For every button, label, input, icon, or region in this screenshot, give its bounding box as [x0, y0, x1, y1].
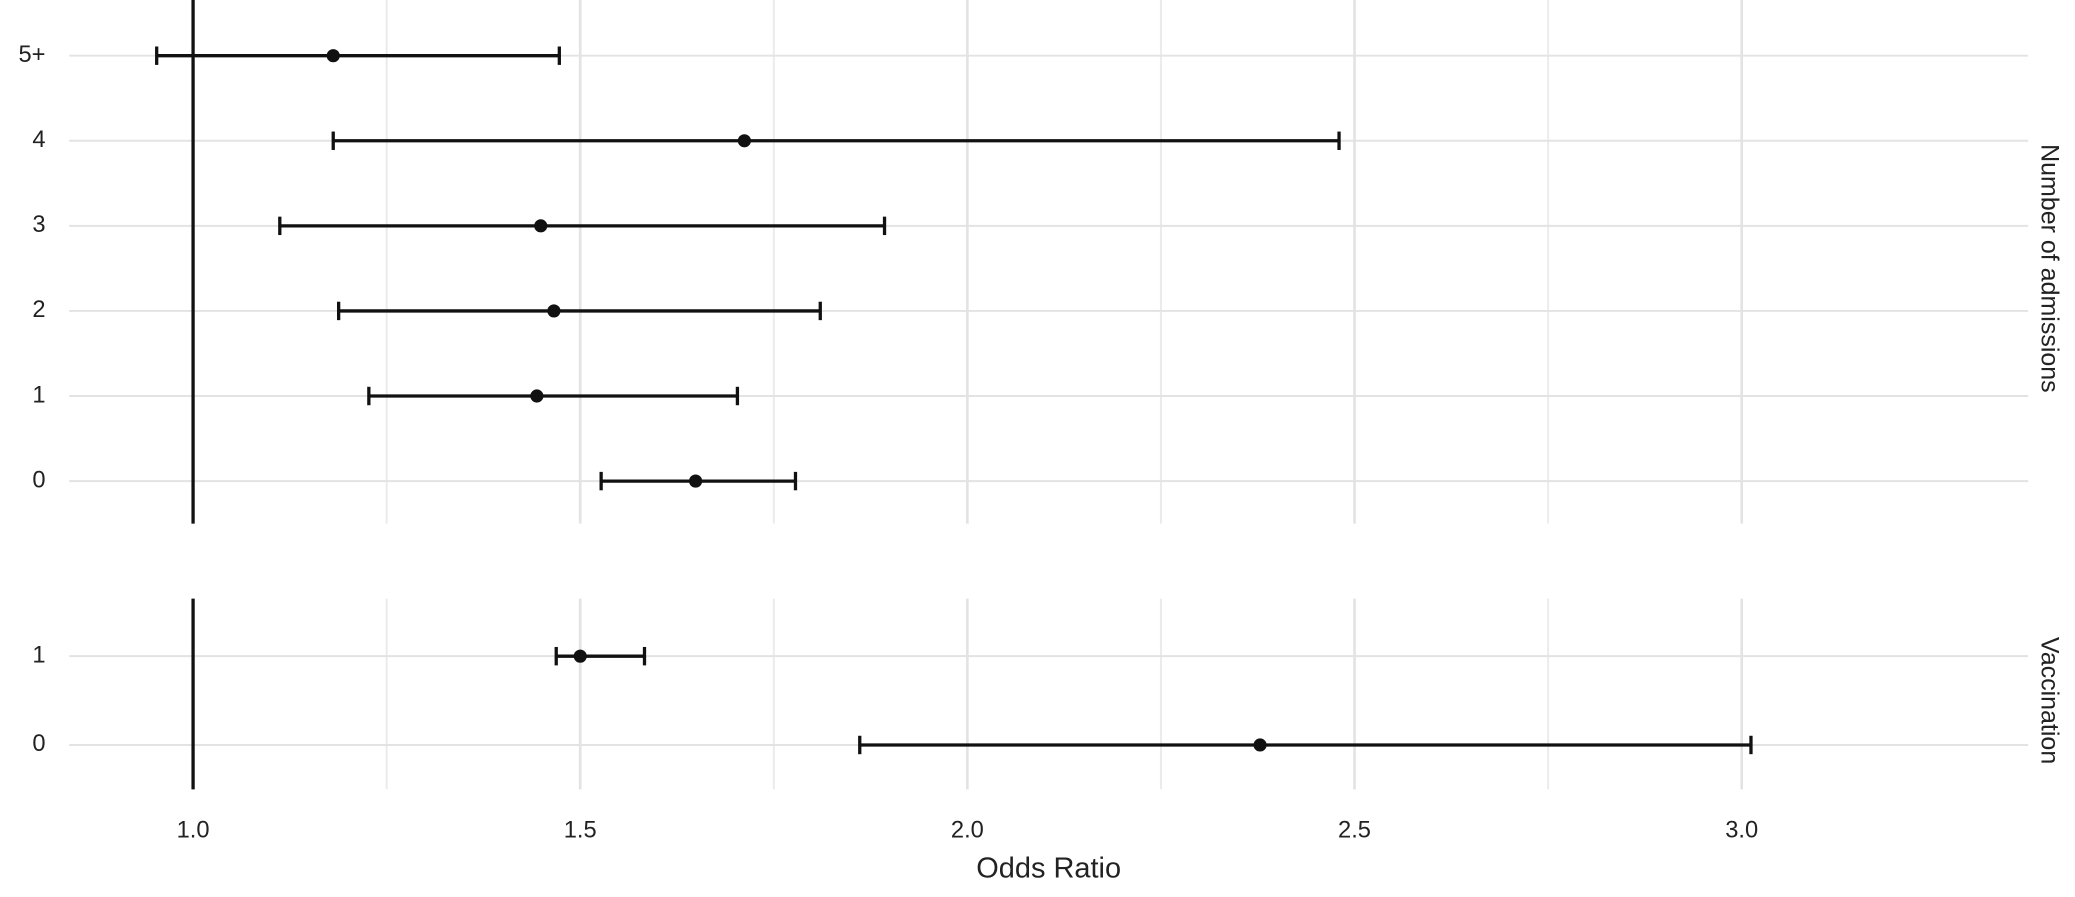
x-tick-label: 2.5: [1338, 818, 1371, 844]
facet-label: Number of admissions: [2035, 144, 2063, 393]
point-estimate: [689, 474, 703, 488]
x-tick-label: 3.0: [1725, 818, 1758, 844]
y-tick-label: 1: [32, 642, 45, 668]
y-tick-label: 4: [32, 127, 45, 153]
facet-label: Vaccination: [2035, 637, 2063, 764]
point-estimate: [573, 649, 587, 663]
point-estimate: [1253, 738, 1267, 752]
y-tick-label: 2: [32, 297, 45, 323]
point-estimate: [326, 49, 340, 63]
point-estimate: [737, 134, 751, 148]
point-estimate: [547, 304, 561, 318]
x-tick-label: 1.5: [564, 818, 597, 844]
point-estimate: [530, 389, 544, 403]
x-tick-label: 2.0: [951, 818, 984, 844]
y-tick-label: 1: [32, 382, 45, 408]
y-tick-label: 0: [32, 467, 45, 493]
x-axis-label: Odds Ratio: [976, 852, 1121, 884]
y-tick-label: 0: [32, 731, 45, 757]
x-tick-label: 1.0: [177, 818, 210, 844]
y-tick-label: 3: [32, 212, 45, 238]
y-tick-label: 5+: [19, 42, 46, 68]
point-estimate: [534, 219, 548, 233]
